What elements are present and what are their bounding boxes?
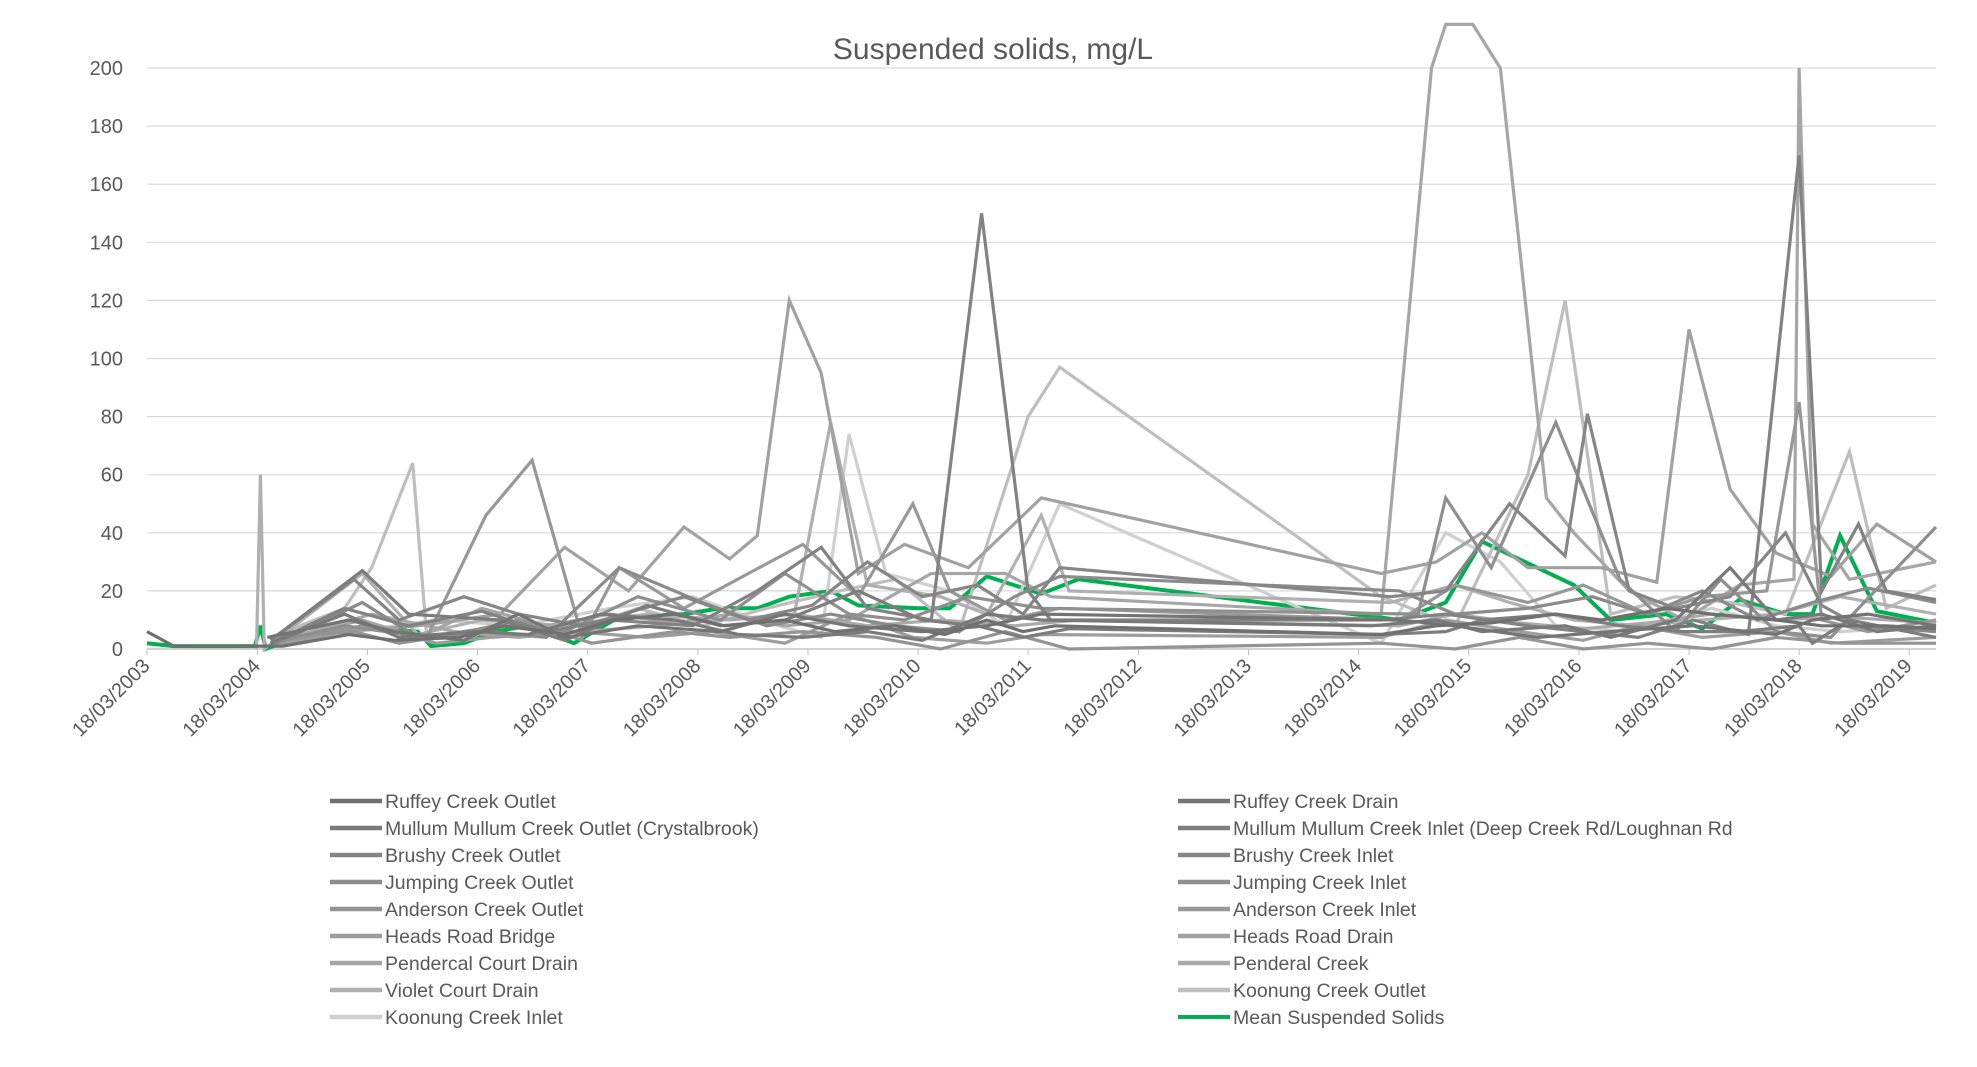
chart-title: Suspended solids, mg/L: [833, 33, 1153, 66]
y-tick-label: 100: [90, 349, 123, 371]
y-tick-label: 80: [101, 407, 123, 429]
x-tick-label: 18/03/2014: [1280, 655, 1366, 741]
legend-label: Anderson Creek Outlet: [385, 899, 584, 921]
x-tick-label: 18/03/2005: [289, 655, 375, 741]
legend-label: Jumping Creek Inlet: [1233, 872, 1407, 894]
x-tick-label: 18/03/2019: [1830, 655, 1916, 741]
legend-label: Mean Suspended Solids: [1233, 1007, 1445, 1029]
x-tick-label: 18/03/2009: [729, 655, 815, 741]
legend-label: Jumping Creek Outlet: [385, 872, 574, 894]
y-tick-label: 160: [90, 174, 123, 196]
series-line: [270, 401, 1937, 645]
x-tick-label: 18/03/2013: [1170, 655, 1256, 741]
series-line: [269, 155, 1937, 645]
legend-label: Heads Road Bridge: [385, 926, 555, 948]
x-axis: 18/03/2003 18/03/2004 18/03/2005 18/03/2006…: [68, 648, 1936, 741]
y-tick-label: 40: [101, 523, 123, 545]
x-tick-label: 18/03/2011: [950, 655, 1035, 740]
y-tick-label: 20: [101, 581, 123, 603]
legend-label: Penderal Creek: [1233, 953, 1369, 975]
y-tick-label: 60: [101, 465, 123, 487]
series-line: [270, 565, 1937, 645]
series-line: [269, 413, 1937, 642]
legend-label: Ruffey Creek Drain: [1233, 791, 1398, 813]
legend-label: Koonung Creek Inlet: [385, 1007, 563, 1029]
series-line: [146, 606, 1937, 648]
y-tick-label: 200: [90, 58, 123, 80]
x-tick-label: 18/03/2004: [179, 655, 265, 741]
x-tick-label: 18/03/2010: [839, 655, 925, 741]
legend-label: Mullum Mullum Creek Outlet (Crystalbrook…: [385, 818, 759, 840]
legend-label: Mullum Mullum Creek Inlet (Deep Creek Rd…: [1233, 818, 1733, 840]
gridlines: [147, 67, 1936, 650]
legend-label: Pendercal Court Drain: [385, 953, 578, 975]
x-tick-label: 18/03/2015: [1390, 655, 1476, 741]
y-axis-ticks: 0 20 40 60 80 100 120 140 160 180 200: [90, 58, 123, 661]
legend: Ruffey Creek Outlet Ruffey Creek Drain Mul…: [330, 791, 1733, 1029]
x-tick-label: 18/03/2003: [68, 655, 154, 741]
legend-label: Brushy Creek Outlet: [385, 845, 561, 867]
legend-label: Ruffey Creek Outlet: [385, 791, 556, 813]
series-line: [266, 612, 1937, 642]
legend-label: Koonung Creek Outlet: [1233, 980, 1427, 1002]
x-tick-label: 18/03/2017: [1610, 655, 1696, 741]
x-tick-label: 18/03/2007: [509, 655, 595, 741]
x-tick-label: 18/03/2012: [1060, 655, 1146, 741]
y-tick-label: 120: [90, 290, 123, 312]
x-tick-label: 18/03/2016: [1500, 655, 1586, 741]
legend-label: Violet Court Drain: [385, 980, 539, 1002]
x-tick-label: 18/03/2008: [619, 655, 705, 741]
x-tick-label: 18/03/2006: [399, 655, 485, 741]
series-lines: [146, 22, 1938, 653]
y-tick-label: 0: [112, 639, 123, 661]
legend-label: Heads Road Drain: [1233, 926, 1393, 948]
y-tick-label: 140: [90, 232, 123, 254]
legend-label: Brushy Creek Inlet: [1233, 845, 1394, 867]
y-tick-label: 180: [90, 116, 123, 138]
x-tick-label: 18/03/2018: [1720, 655, 1806, 741]
legend-label: Anderson Creek Inlet: [1233, 899, 1417, 921]
series-line: [270, 22, 1937, 645]
series-line: [270, 294, 1937, 642]
